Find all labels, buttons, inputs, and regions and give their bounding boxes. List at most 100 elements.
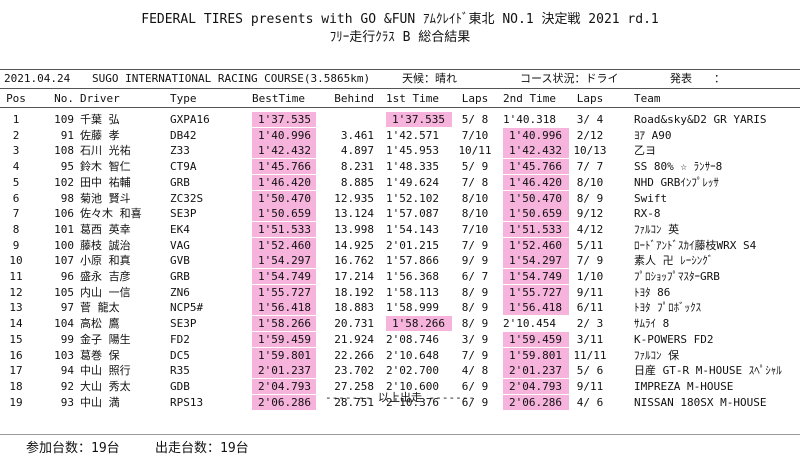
table-cell: 2	[12, 128, 20, 142]
table-cell: EK4	[170, 222, 190, 236]
table-cell: 1'59.459	[503, 331, 569, 347]
table-cell: 1'59.801	[252, 347, 316, 363]
table-cell: 高松 鷹	[80, 317, 120, 331]
table-cell: 1'55.727	[503, 284, 569, 300]
table-cell: 1'42.432	[503, 143, 569, 159]
table-cell: 2/12	[576, 128, 604, 142]
column-header: Driver	[80, 92, 120, 105]
table-cell: 103	[54, 348, 74, 362]
table-cell: GXPA16	[170, 113, 210, 126]
table-cell: 7/ 9	[461, 238, 489, 252]
rule	[0, 88, 800, 89]
table-cell: 7/10	[461, 128, 489, 142]
table-cell: 4	[12, 160, 20, 174]
table-cell: 8.231	[340, 160, 374, 174]
table-cell: 4/ 6	[576, 395, 604, 409]
table-cell: 1'54.143	[386, 222, 439, 236]
table-cell: 108	[54, 144, 74, 158]
table-cell: NHD GRBｲﾝﾌﾟﾚｯｻ	[634, 175, 719, 189]
table-cell: 8/ 9	[461, 317, 489, 331]
table-cell: 1'54.749	[252, 269, 316, 284]
table-cell: ﾌｧﾙｺﾝ 保	[634, 348, 680, 362]
table-cell: 7	[12, 207, 20, 221]
table-cell: R35	[170, 364, 190, 378]
rule	[0, 434, 800, 435]
table-cell: 1'52.460	[252, 237, 316, 253]
column-header: Behind	[334, 92, 374, 105]
table-cell: 3/11	[576, 332, 604, 346]
title: FEDERAL TIRES presents with GO &FUN ｱﾑｸﾚ…	[141, 12, 659, 27]
weather: 天候：晴れ	[402, 72, 457, 85]
table-cell: 27.258	[334, 379, 374, 393]
table-cell: 1'50.470	[252, 190, 316, 206]
table-cell: 3/ 4	[576, 113, 604, 126]
entries: 参加台数：19台	[26, 441, 120, 456]
table-cell: 1'57.087	[386, 207, 439, 221]
table-cell: 7/10	[461, 222, 489, 236]
table-cell: 95	[60, 160, 74, 174]
rule	[0, 69, 800, 70]
table-cell: 10/11	[458, 144, 492, 158]
table-cell: 1'46.420	[252, 174, 316, 190]
table-cell: 4/12	[576, 222, 604, 236]
table-cell: 16	[9, 348, 23, 362]
table-cell: Road&sky&D2 GR YARIS	[634, 113, 767, 126]
table-cell: 1'58.999	[386, 301, 439, 315]
table-cell: 91	[60, 128, 74, 142]
table-cell: 22.266	[334, 348, 374, 362]
table-cell: 11/11	[573, 348, 607, 362]
table-cell: 13.124	[334, 207, 374, 221]
table-cell: 18.192	[334, 285, 374, 299]
table-cell: 中山 照行	[80, 364, 131, 378]
end-marker: ------- 以上出走 -------	[325, 391, 475, 404]
table-cell: 1	[12, 113, 20, 126]
table-cell: 1'37.535	[386, 112, 452, 127]
table-cell: VAG	[170, 238, 190, 252]
table-cell: 9/11	[576, 285, 604, 299]
column-header: Team	[634, 92, 661, 105]
table-cell: 13.998	[334, 222, 374, 236]
table-cell: ﾄﾖﾀ 86	[634, 285, 671, 299]
table-cell: 94	[60, 364, 74, 378]
table-cell: 20.731	[334, 317, 374, 331]
table-cell: 92	[60, 379, 74, 393]
table-cell: 2'10.454	[503, 317, 556, 331]
table-cell: 18.883	[334, 301, 374, 315]
table-cell: ｻﾑﾗｲ 8	[634, 317, 670, 331]
announce: 発表 ：	[670, 72, 725, 85]
table-cell: 2'08.746	[386, 332, 439, 346]
table-cell: 8/ 9	[461, 301, 489, 315]
table-cell: 1'48.335	[386, 160, 439, 174]
table-cell: 1'51.533	[503, 221, 569, 237]
table-cell: 9/ 9	[461, 254, 489, 268]
table-cell: IMPREZA M-HOUSE	[634, 379, 734, 393]
table-cell: 2'04.793	[503, 378, 569, 394]
table-cell: 1'45.953	[386, 144, 439, 158]
table-cell: DB42	[170, 128, 197, 142]
table-cell: 小原 和真	[80, 254, 131, 268]
table-cell: 日産 GT-R M-HOUSE ｽﾍﾟｼｬﾙ	[634, 364, 782, 378]
table-cell: 1'45.766	[252, 159, 316, 175]
table-cell: 田中 祐輔	[80, 175, 131, 189]
column-header: No.	[54, 92, 74, 105]
table-cell: 8.885	[340, 175, 374, 189]
table-cell: 1'51.533	[252, 221, 316, 237]
table-cell: 1'45.766	[503, 159, 569, 175]
table-cell: 金子 陽生	[80, 332, 131, 346]
table-cell: NISSAN 180SX M-HOUSE	[634, 395, 767, 409]
table-cell: 1'56.368	[386, 270, 439, 283]
table-cell: 107	[54, 254, 74, 268]
table-cell: ﾌｧﾙｺﾝ 英	[634, 222, 680, 236]
column-header: 1st Time	[386, 92, 439, 105]
table-cell: 14	[9, 317, 23, 331]
date: 2021.04.24	[4, 72, 71, 85]
table-cell: 15	[9, 332, 23, 346]
table-cell: 6/11	[576, 301, 604, 315]
table-cell: 佐々木 和喜	[80, 207, 142, 221]
table-cell: 2'10.600	[386, 379, 439, 393]
table-cell: 石川 光祐	[80, 144, 131, 158]
table-cell: 93	[60, 395, 74, 409]
table-cell: 8/10	[461, 207, 489, 221]
table-cell: 1'54.297	[252, 253, 316, 269]
table-cell: 1'42.432	[252, 143, 316, 159]
